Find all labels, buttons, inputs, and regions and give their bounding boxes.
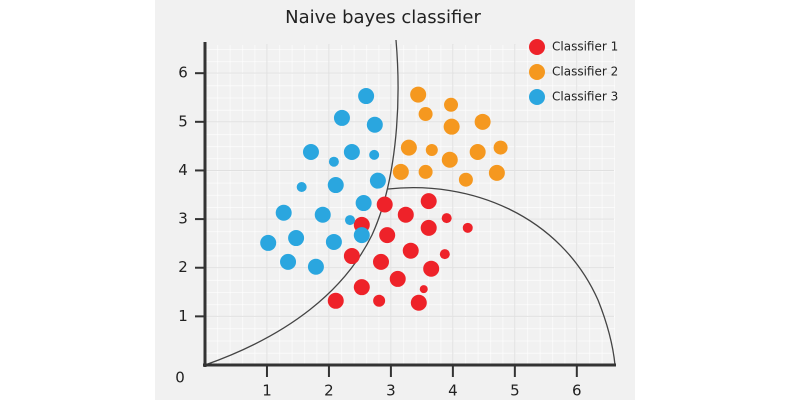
legend-swatch [529,39,545,55]
point [343,248,360,265]
point [389,270,406,287]
x-tick-label: 6 [572,382,582,400]
x-tick-label: 2 [324,382,334,400]
point [260,234,277,251]
point [376,196,393,213]
x-tick-label: 1 [262,382,272,400]
point [400,139,417,156]
point [441,151,458,168]
point [419,285,428,294]
points [260,86,508,311]
point [325,233,342,250]
point [488,164,505,181]
point [328,156,339,167]
legend-label: Classifier 2 [552,65,618,79]
grid [205,44,614,365]
point [439,249,450,260]
point [469,143,486,160]
legend: Classifier 1 Classifier 2 Classifier 3 [529,39,618,105]
y-tick-label: 2 [178,258,188,276]
x-tick-label: 5 [510,382,520,400]
point [423,260,440,277]
x-tick-label: 3 [386,382,396,400]
point [288,230,305,247]
point [474,113,491,130]
y-tick-label: 5 [178,112,188,130]
point [402,242,419,259]
point [333,109,350,126]
point [314,206,331,223]
point [418,107,433,122]
point [410,86,427,103]
axes: 1 2 3 4 5 6 1 2 3 4 5 6 [178,64,581,400]
point [280,253,297,270]
point [462,222,473,233]
y-tick-label: 3 [178,210,188,228]
legend-label: Classifier 1 [552,40,618,54]
x-tick-label: 4 [448,382,458,400]
legend-label: Classifier 3 [552,90,618,104]
point [275,204,292,221]
y-tick-label: 4 [178,161,188,179]
point [369,172,386,189]
point [379,227,396,244]
origin-label: 0 [175,369,185,387]
point [327,177,344,194]
decision-boundary [387,187,616,366]
point [358,88,375,105]
point [425,144,438,157]
point [441,213,452,224]
chart-title: Naive bayes classifier [285,7,481,28]
decision-boundary [204,39,399,366]
point [353,279,370,296]
point [369,149,380,160]
point [397,206,414,223]
point [307,258,324,275]
point [343,143,360,160]
point [444,97,459,112]
point [327,292,344,309]
point [345,215,356,226]
point [420,193,437,210]
point [493,140,508,155]
point [392,163,409,180]
point [366,116,383,133]
y-tick-label: 1 [178,307,188,325]
y-tick-label: 6 [178,64,188,82]
point [420,219,437,236]
point [296,181,307,192]
point [443,118,460,135]
point [418,164,433,179]
legend-swatch [529,64,545,80]
fine-grid [205,45,615,365]
point [302,143,319,160]
point [373,294,386,307]
legend-swatch [529,89,545,105]
point [372,253,389,270]
point [353,227,370,244]
point [410,294,427,311]
point [458,172,473,187]
point [355,195,372,212]
